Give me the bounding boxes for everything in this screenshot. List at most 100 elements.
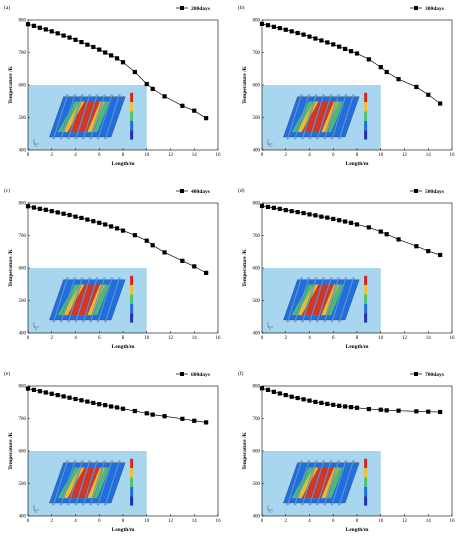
data-point [277, 26, 282, 31]
inset-contour-image [28, 451, 147, 516]
legend-label: 700days [425, 372, 444, 378]
x-tick-label: 14 [192, 519, 198, 524]
y-tick-label: 600 [253, 450, 261, 455]
inset-contour-image [28, 268, 147, 333]
inset-colorbar-segment [364, 477, 368, 487]
y-tick-label: 600 [253, 84, 261, 89]
data-point [204, 420, 209, 425]
data-point [25, 22, 31, 27]
data-point [120, 406, 126, 411]
inset-colorbar-segment [130, 313, 134, 323]
y-tick-label: 700 [253, 51, 261, 56]
legend-marker [180, 372, 184, 376]
inset-fracture-plate [81, 277, 99, 323]
x-tick-label: 14 [192, 153, 198, 158]
data-point [319, 38, 324, 43]
x-tick-label: 10 [144, 153, 150, 158]
data-point [331, 402, 336, 407]
x-tick-label: 14 [426, 336, 432, 341]
data-point [61, 211, 66, 216]
inset-fracture-plate [59, 460, 77, 506]
legend-marker [414, 189, 418, 193]
y-tick-label: 700 [19, 234, 27, 239]
inset-fracture-plate [338, 94, 355, 140]
x-tick-label: 8 [356, 153, 359, 158]
data-point [426, 92, 431, 97]
inset-fracture-plate [52, 460, 69, 506]
inset-fracture-plate [308, 94, 326, 140]
inset-colorbar-segment [364, 458, 368, 469]
inset-fracture-plate [301, 277, 318, 323]
inset-contour-image [28, 85, 147, 150]
inset-contour-image [262, 451, 381, 516]
data-point [97, 47, 102, 52]
y-axis-label: Temperature /K [8, 248, 14, 286]
inset-fracture-plate [74, 94, 92, 140]
inset-fracture-plate [286, 94, 303, 140]
data-point [120, 60, 126, 65]
inset-fracture-plate [315, 94, 333, 140]
data-point [301, 397, 306, 402]
x-tick-label: 4 [308, 519, 311, 524]
x-tick-label: 6 [98, 153, 101, 158]
data-point [67, 35, 72, 40]
inset-colorbar-segment [130, 275, 134, 286]
data-point [180, 416, 185, 421]
inset-fracture-plate [74, 277, 92, 323]
inset-fracture-plate [67, 460, 84, 506]
x-tick-label: 8 [122, 519, 125, 524]
inset-colorbar-segment [130, 496, 134, 506]
panel-label: (b) [238, 4, 245, 11]
data-point [132, 69, 137, 75]
x-tick-label: 10 [144, 336, 150, 341]
x-tick-label: 16 [450, 153, 456, 158]
series-line [261, 205, 441, 256]
x-tick-label: 14 [426, 153, 432, 158]
inset-fracture-plate [74, 460, 92, 506]
inset-fracture-plate [81, 460, 99, 506]
data-point [144, 238, 149, 243]
x-axis-label: Length/m [112, 344, 135, 350]
x-tick-label: 0 [261, 336, 264, 341]
data-point [414, 84, 419, 90]
data-point [384, 232, 389, 237]
data-point [85, 42, 90, 47]
data-point [31, 387, 37, 392]
y-tick-label: 600 [19, 84, 27, 89]
x-tick-label: 12 [168, 336, 174, 341]
data-point [295, 395, 300, 401]
inset-colorbar-segment [364, 294, 368, 304]
x-tick-label: 0 [261, 153, 264, 158]
inset-fracture-plate [330, 277, 348, 323]
y-tick-label: 500 [19, 116, 27, 121]
inset-colorbar-segment [364, 285, 368, 295]
x-tick-label: 2 [285, 336, 288, 341]
y-tick-label: 700 [253, 417, 261, 422]
x-tick-label: 10 [378, 336, 384, 341]
data-point [55, 31, 60, 36]
x-axis-label: Length/m [346, 527, 369, 533]
data-point [259, 386, 265, 391]
data-point [61, 33, 66, 38]
data-point [79, 40, 84, 45]
y-tick-label: 500 [253, 116, 261, 121]
y-tick-label: 800 [19, 19, 27, 24]
inset-fracture-plate [323, 277, 340, 323]
inset-fracture-plate [52, 277, 69, 323]
legend-label: 300days [425, 6, 444, 12]
data-point [438, 252, 443, 258]
data-point [103, 222, 108, 227]
inset-colorbar-segment [364, 111, 368, 121]
data-point [283, 208, 288, 213]
x-tick-label: 4 [308, 336, 311, 341]
panel-label: (a) [4, 4, 10, 11]
data-point [91, 400, 96, 405]
inset-fracture-plate [96, 94, 114, 140]
x-tick-label: 6 [332, 519, 335, 524]
legend-label: 600days [191, 372, 210, 378]
inset-fracture-plate [286, 460, 303, 506]
legend-label: 200days [191, 6, 210, 12]
data-point [91, 44, 96, 50]
data-point [73, 396, 78, 402]
inset-axis-glyph [33, 509, 38, 514]
